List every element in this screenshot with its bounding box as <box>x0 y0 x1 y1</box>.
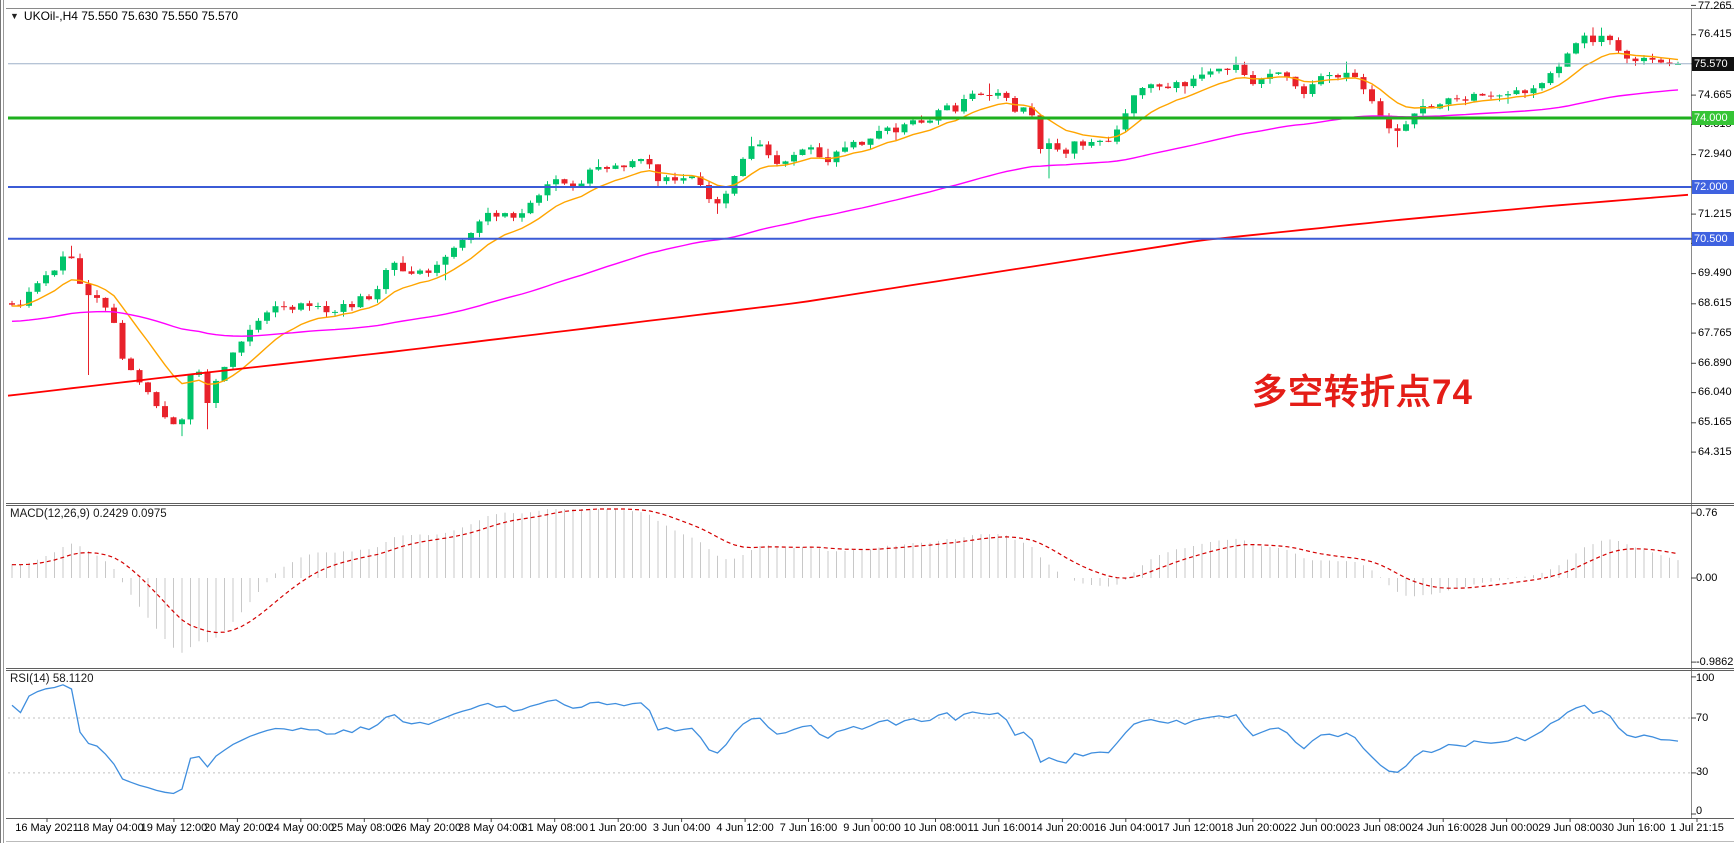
time-axis-label: 20 May 20:00 <box>204 822 271 834</box>
price-tick-label: 64.315 <box>1698 445 1732 458</box>
time-axis-label: 23 Jun 08:00 <box>1347 822 1412 834</box>
rsi-axis-label: 100 <box>1696 672 1715 684</box>
time-axis-label: 11 Jun 16:00 <box>967 822 1031 834</box>
window-left-edge <box>0 0 6 843</box>
time-axis-label: 26 May 20:00 <box>394 822 462 834</box>
time-axis-label: 9 Jun 00:00 <box>843 822 901 834</box>
time-axis-label: 1 Jun 20:00 <box>589 822 647 834</box>
time-axis-label: 17 Jun 12:00 <box>1157 822 1222 834</box>
rsi-axis-label: 70 <box>1696 711 1709 724</box>
price-tag: 72.000 <box>1692 180 1734 194</box>
macd-axis-label: -0.9862 <box>1696 655 1734 668</box>
price-tag: 70.500 <box>1692 231 1734 246</box>
time-axis-label: 4 Jun 12:00 <box>716 822 774 834</box>
price-tick-label: 66.890 <box>1698 356 1732 369</box>
time-axis-label: 29 Jun 08:00 <box>1538 822 1602 834</box>
price-tick-label: 69.490 <box>1698 267 1732 280</box>
symbol-ohlc-text: UKOil-,H4 75.550 75.630 75.550 75.570 <box>23 9 239 23</box>
time-axis-label: 1 Jul 21:15 <box>1670 822 1724 834</box>
price-tick-label: 66.040 <box>1698 386 1732 399</box>
price-tick-label: 65.165 <box>1698 416 1732 429</box>
price-tick-label: 72.940 <box>1698 148 1732 161</box>
macd-axis-label: 0.00 <box>1696 571 1718 584</box>
price-tag: 74.000 <box>1692 111 1734 125</box>
time-axis-label: 25 May 08:00 <box>330 822 398 834</box>
rsi-axis-label: 30 <box>1696 766 1709 779</box>
price-tag: 75.570 <box>1692 56 1734 71</box>
time-axis-label: 28 Jun 00:00 <box>1474 822 1539 834</box>
time-axis-label: 28 May 04:00 <box>457 822 525 834</box>
price-tick-label: 76.415 <box>1698 28 1732 41</box>
price-tick-label: 77.265 <box>1698 0 1732 12</box>
price-tick-label: 74.665 <box>1698 88 1732 101</box>
time-axis-label: 16 Jun 04:00 <box>1094 822 1158 834</box>
time-axis-label: 19 May 12:00 <box>140 822 208 834</box>
time-axis-label: 24 Jun 16:00 <box>1411 822 1475 834</box>
price-tick-label: 68.615 <box>1698 297 1732 310</box>
symbol-dropdown-icon[interactable]: ▼ <box>10 11 19 21</box>
macd-indicator-label: MACD(12,26,9) 0.2429 0.0975 <box>10 508 167 520</box>
time-axis-label: 14 Jun 20:00 <box>1030 822 1095 834</box>
rsi-indicator-label: RSI(14) 58.1120 <box>10 673 94 685</box>
price-axis[interactable] <box>1691 8 1734 818</box>
macd-axis-label: 0.76 <box>1696 506 1718 519</box>
time-axis-label: 24 May 00:00 <box>267 822 335 834</box>
time-axis-label: 18 Jun 20:00 <box>1220 822 1285 834</box>
time-axis[interactable] <box>0 818 1734 843</box>
rsi-axis-label: 0 <box>1696 805 1703 817</box>
time-axis-label: 16 May 2021 <box>15 822 79 834</box>
time-axis-label: 3 Jun 04:00 <box>652 822 711 834</box>
time-axis-label: 30 Jun 16:00 <box>1601 822 1666 834</box>
symbol-info: ▼ UKOil-,H4 75.550 75.630 75.550 75.570 <box>10 9 238 23</box>
price-tick-label: 71.215 <box>1698 207 1732 220</box>
time-axis-label: 31 May 08:00 <box>521 822 589 834</box>
time-axis-label: 22 Jun 00:00 <box>1284 822 1349 834</box>
chart-annotation-text: 多空转折点74 <box>1252 373 1473 412</box>
time-axis-label: 18 May 04:00 <box>77 822 144 834</box>
time-axis-label: 7 Jun 16:00 <box>779 822 838 834</box>
price-tick-label: 67.765 <box>1698 326 1732 339</box>
time-axis-label: 10 Jun 08:00 <box>903 822 968 834</box>
